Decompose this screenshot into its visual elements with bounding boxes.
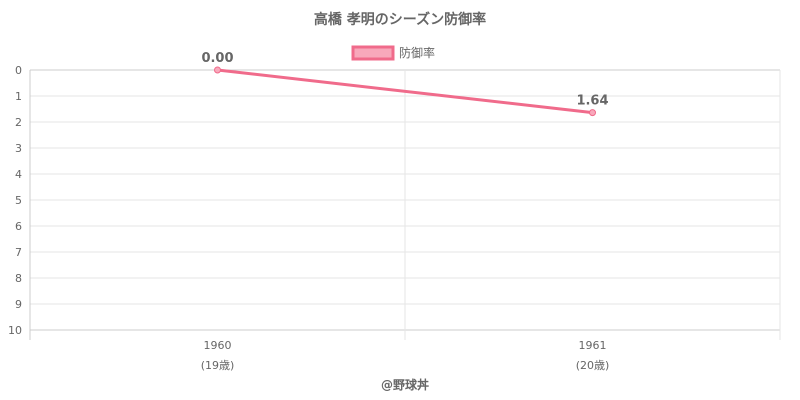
y-tick-label: 4 — [15, 168, 22, 181]
y-tick-label: 2 — [15, 116, 22, 129]
series-path — [217, 68, 593, 115]
legend[interactable]: 防御率 — [351, 45, 435, 61]
x-tick-sublabel: (20歳) — [576, 359, 610, 372]
x-tick-sublabel: (19歳) — [201, 359, 235, 372]
y-tick-label: 0 — [15, 64, 22, 77]
y-tick-label: 5 — [15, 194, 22, 207]
footer-credit: @野球丼 — [381, 377, 429, 392]
legend-label: 防御率 — [399, 45, 435, 60]
x-tick-label: 1960 — [204, 339, 232, 352]
data-point[interactable] — [214, 66, 221, 74]
y-tick-label: 8 — [15, 272, 22, 285]
data-label: 1.64 — [576, 94, 608, 109]
data-point[interactable] — [589, 109, 596, 117]
y-tick-label: 1 — [15, 90, 22, 103]
legend-swatch — [351, 45, 395, 61]
y-tick-label: 7 — [15, 246, 22, 259]
y-tick-label: 9 — [15, 298, 22, 311]
data-label: 0.00 — [201, 51, 233, 66]
y-tick-label: 10 — [8, 324, 22, 337]
chart-title: 高橋 孝明のシーズン防御率 — [314, 11, 486, 28]
series-line: 0.00 1.64 — [201, 51, 609, 117]
x-axis-ticks: 1960 (19歳) 1961 (20歳) — [201, 339, 610, 372]
grid — [29, 69, 781, 340]
y-axis-ticks: 0 1 2 3 4 5 6 7 8 9 10 — [8, 64, 22, 337]
x-tick-label: 1961 — [579, 339, 607, 352]
y-tick-label: 6 — [15, 220, 22, 233]
y-tick-label: 3 — [15, 142, 22, 155]
